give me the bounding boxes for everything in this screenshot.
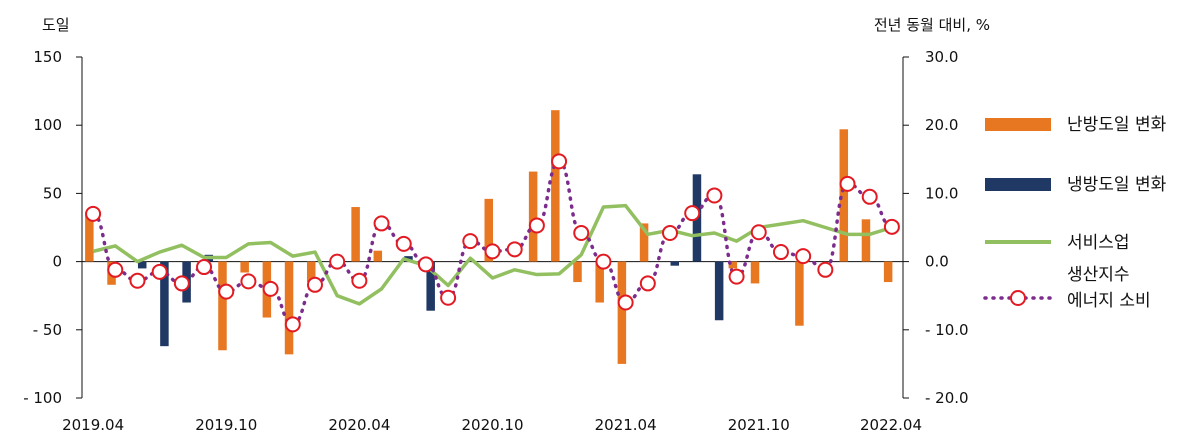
point-energy-consumption xyxy=(373,215,390,232)
point-energy-consumption xyxy=(839,175,856,192)
bar-heating xyxy=(839,129,849,262)
chart-bars-layer xyxy=(85,110,893,364)
chart-grid-layer: 150 100 50 0 - 50 - 100 30.0 20.0 10.0 0.0 - 10.0 -… xyxy=(23,48,968,434)
right-tick-label: - 20.0 xyxy=(925,389,969,407)
point-energy-consumption xyxy=(883,218,900,235)
point-energy-consumption xyxy=(329,253,346,270)
left-axis-title: 도일 xyxy=(42,16,70,34)
right-tick-label: 30.0 xyxy=(925,48,958,66)
point-energy-consumption xyxy=(684,205,701,222)
right-axis-title: 전년 동월 대비, % xyxy=(874,16,990,34)
bar-heating xyxy=(484,198,493,262)
x-tick-label: 2019.04 xyxy=(62,416,124,434)
point-energy-consumption xyxy=(107,261,124,278)
point-energy-consumption xyxy=(528,217,545,234)
bar-heating xyxy=(573,261,582,283)
point-energy-consumption xyxy=(351,272,368,289)
bar-cooling xyxy=(714,261,724,321)
bar-cooling xyxy=(426,261,435,311)
point-energy-consumption xyxy=(85,205,102,222)
point-energy-consumption xyxy=(196,259,213,276)
right-tick-label: 10.0 xyxy=(925,184,958,202)
bar-heating xyxy=(750,261,760,284)
left-tick-label: 50 xyxy=(43,184,62,202)
bar-cooling xyxy=(137,261,147,269)
point-energy-consumption xyxy=(662,224,679,241)
bar-heating xyxy=(639,223,649,262)
bar-heating xyxy=(373,250,383,262)
left-tick-label: 150 xyxy=(33,48,62,66)
x-tick-label: 2020.04 xyxy=(328,416,390,434)
line-energy-consumption xyxy=(91,159,894,327)
x-tick-label: 2020.10 xyxy=(461,416,523,434)
point-energy-consumption xyxy=(240,273,257,290)
bar-heating xyxy=(351,207,360,262)
bar-heating xyxy=(85,212,94,262)
point-energy-consumption xyxy=(262,280,279,297)
point-energy-consumption xyxy=(617,294,634,311)
point-energy-consumption xyxy=(484,243,501,260)
point-energy-consumption xyxy=(573,224,590,241)
point-energy-consumption xyxy=(173,275,190,292)
point-energy-consumption xyxy=(417,256,434,273)
bar-heating xyxy=(728,261,738,269)
left-tick-label: 100 xyxy=(33,116,62,134)
point-energy-consumption xyxy=(506,241,523,258)
bar-heating xyxy=(795,261,804,326)
point-energy-consumption xyxy=(728,268,745,285)
left-tick-label: 0 xyxy=(52,253,62,271)
point-energy-consumption xyxy=(639,275,656,292)
legend-label-cooling: 냉방도일 변화 xyxy=(1067,175,1167,195)
point-energy-consumption xyxy=(306,276,323,293)
legend-label-energy-line1: 생산지수 xyxy=(1067,265,1130,285)
bar-heating xyxy=(528,171,538,262)
legend-swatch-cooling xyxy=(985,178,1051,191)
right-tick-label: 0.0 xyxy=(925,253,949,271)
bar-heating xyxy=(551,110,560,262)
bar-cooling xyxy=(670,261,680,266)
point-energy-consumption xyxy=(129,272,146,289)
point-energy-consumption xyxy=(151,263,168,280)
point-energy-consumption xyxy=(750,224,767,241)
left-tick-label: - 100 xyxy=(23,389,62,407)
legend: 난방도일 변화 냉방도일 변화 서비스업 생산지수 에너지 소비 xyxy=(983,115,1167,311)
bar-heating xyxy=(861,219,871,262)
point-energy-consumption xyxy=(551,153,568,170)
x-tick-label: 2019.10 xyxy=(195,416,257,434)
point-energy-consumption xyxy=(395,235,412,252)
chart-lines-layer xyxy=(85,153,900,333)
x-tick-label: 2021.04 xyxy=(595,416,657,434)
bar-heating xyxy=(883,261,893,283)
point-energy-consumption xyxy=(218,283,235,300)
bar-heating xyxy=(617,261,627,364)
point-energy-consumption xyxy=(795,248,812,265)
point-energy-consumption xyxy=(817,261,834,278)
point-energy-consumption xyxy=(462,233,479,250)
bar-heating xyxy=(218,261,227,351)
left-tick-label: - 50 xyxy=(33,321,62,339)
legend-label-energy-line2: 에너지 소비 xyxy=(1067,291,1151,311)
x-tick-label: 2022.04 xyxy=(860,416,922,434)
right-tick-label: 20.0 xyxy=(925,116,958,134)
point-energy-consumption xyxy=(284,316,301,333)
point-energy-consumption xyxy=(706,187,723,204)
legend-swatch-heating xyxy=(985,118,1051,131)
x-tick-label: 2021.10 xyxy=(728,416,790,434)
legend-label-services: 서비스업 xyxy=(1067,233,1130,253)
legend-label-heating: 난방도일 변화 xyxy=(1067,115,1167,135)
point-energy-consumption xyxy=(772,244,789,261)
bar-heating xyxy=(306,261,316,283)
point-energy-consumption xyxy=(861,188,878,205)
point-energy-consumption xyxy=(595,253,612,270)
right-tick-label: - 10.0 xyxy=(925,321,969,339)
legend-marker-energy xyxy=(1010,290,1026,306)
bar-heating xyxy=(240,261,249,273)
bar-cooling xyxy=(160,261,169,347)
point-energy-consumption xyxy=(440,289,457,306)
bar-heating xyxy=(284,261,294,355)
bar-heating xyxy=(595,261,604,303)
